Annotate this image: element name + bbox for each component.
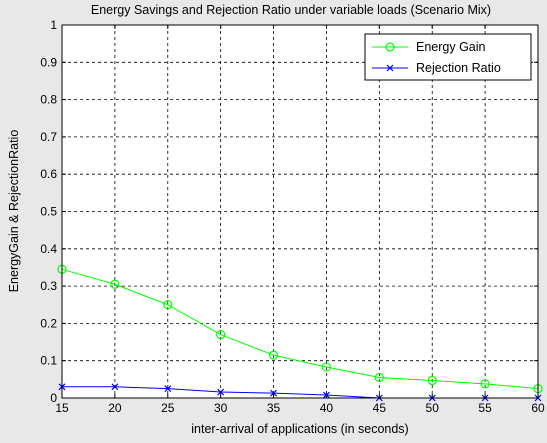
data-point-marker <box>216 329 226 340</box>
y-tick-label: 1 <box>50 18 57 32</box>
x-tick-label: 35 <box>267 401 281 415</box>
y-tick-label: 0.7 <box>40 130 57 144</box>
legend-entry-label: Energy Gain <box>416 40 486 54</box>
data-point-marker-stroke <box>217 388 225 396</box>
x-axis-ticks: 15 20 25 30 35 40 45 50 55 60 <box>55 25 545 415</box>
data-point-marker-stroke <box>164 385 172 393</box>
data-point-marker <box>110 279 120 289</box>
y-axis-label: EnergyGain & RejectionRatio <box>7 130 21 293</box>
y-tick-label: 0.3 <box>40 279 57 293</box>
series-line <box>61 268 539 390</box>
legend-box <box>364 33 532 81</box>
y-tick-label: 0.1 <box>40 354 57 368</box>
x-tick-label: 40 <box>320 401 334 415</box>
data-point-marker <box>323 391 330 399</box>
x-tick-label: 60 <box>531 401 545 415</box>
y-tick-label: 0.4 <box>40 242 57 256</box>
data-point-marker <box>386 64 394 72</box>
y-axis-ticks: 0 0.1 0.2 0.3 0.4 0.5 0.6 0.7 0.8 0.9 1 <box>40 18 538 405</box>
legend: Energy Gain Rejection Ratio <box>364 33 532 81</box>
x-tick-label: 55 <box>478 401 492 415</box>
x-tick-label: 20 <box>108 401 122 415</box>
data-point-marker <box>427 375 437 386</box>
series-0 <box>57 264 543 394</box>
data-point-marker-stroke <box>323 391 330 399</box>
data-point-marker <box>217 388 225 396</box>
data-point-marker <box>374 372 384 383</box>
data-point-marker <box>111 383 119 391</box>
chart-title: Energy Savings and Rejection Ratio under… <box>91 3 491 17</box>
data-point-marker <box>268 350 279 360</box>
plot-frame <box>61 24 539 399</box>
data-point-marker <box>164 385 172 393</box>
x-tick-label: 15 <box>55 401 69 415</box>
y-tick-label: 0.6 <box>40 167 57 181</box>
y-tick-label: 0.8 <box>40 93 57 107</box>
data-point-marker-stroke <box>270 389 277 397</box>
data-point-marker <box>270 389 277 397</box>
grid-lines <box>62 25 538 398</box>
x-tick-label: 50 <box>426 401 440 415</box>
data-point-marker-stroke <box>386 64 394 72</box>
data-point-marker-stroke <box>111 383 119 391</box>
data-point-marker <box>163 300 173 310</box>
legend-entry-label: Rejection Ratio <box>416 61 501 75</box>
x-tick-label: 25 <box>161 401 175 415</box>
x-axis-label: inter-arrival of applications (in second… <box>191 422 408 436</box>
data-point-marker <box>480 379 490 389</box>
data-point-marker <box>385 42 395 52</box>
y-tick-label: 0.2 <box>40 316 57 330</box>
x-tick-label: 45 <box>373 401 387 415</box>
y-tick-label: 0.5 <box>40 205 57 219</box>
y-tick-label: 0 <box>50 391 57 405</box>
data-point-marker <box>321 362 332 372</box>
y-tick-label: 0.9 <box>40 55 57 69</box>
x-tick-label: 30 <box>214 401 228 415</box>
